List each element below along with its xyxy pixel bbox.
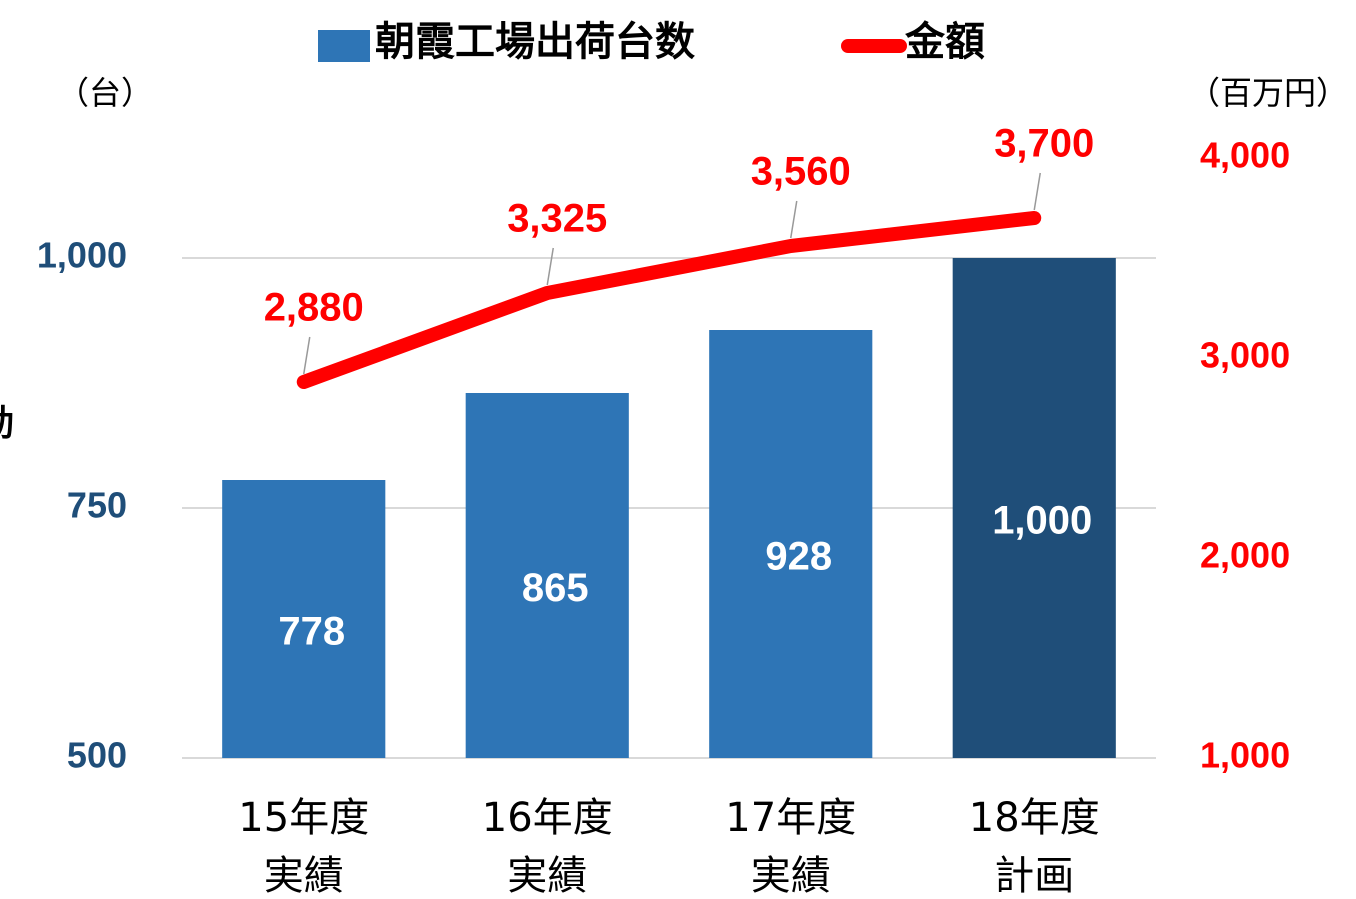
bar [222, 480, 386, 758]
bar [709, 330, 873, 758]
line [296, 211, 1042, 389]
bar [952, 258, 1116, 758]
y2-unit: （百万円） [1188, 74, 1348, 112]
y-tick-label: 1,000 [37, 235, 127, 276]
legend-swatch [318, 30, 370, 62]
y-axis-label: 動 [0, 403, 14, 444]
bar-value-label: 1,000 [992, 499, 1092, 543]
x-tick-label: 15年度実績 [238, 795, 369, 899]
line-value-label: 2,880 [264, 286, 364, 330]
y-unit: （台） [57, 74, 153, 112]
bar-value-label: 865 [522, 566, 589, 610]
legend-label: 金額 [904, 19, 985, 65]
y-tick-label: 750 [67, 485, 127, 526]
leader-line [546, 247, 554, 286]
y-tick-label: 500 [67, 735, 127, 776]
line-value-label: 3,560 [751, 150, 851, 194]
x-tick-label: 17年度実績 [725, 795, 856, 899]
leader-line [303, 336, 311, 375]
leader-line [1033, 172, 1041, 211]
leader-line [790, 200, 798, 239]
y2-tick-label: 3,000 [1200, 335, 1290, 376]
y2-tick-label: 4,000 [1200, 135, 1290, 176]
x-tick-label: 16年度実績 [482, 795, 613, 899]
y2-tick-label: 1,000 [1200, 735, 1290, 776]
x-tick-label: 18年度計画 [969, 795, 1100, 899]
y2-tick-label: 2,000 [1200, 535, 1290, 576]
bar-value-label: 778 [278, 610, 345, 654]
line-value-label: 3,700 [994, 122, 1094, 166]
line-value-label: 3,325 [507, 197, 607, 241]
bar [465, 393, 629, 758]
legend-label: 朝霞工場出荷台数 [375, 19, 695, 65]
bar-value-label: 928 [765, 535, 832, 579]
